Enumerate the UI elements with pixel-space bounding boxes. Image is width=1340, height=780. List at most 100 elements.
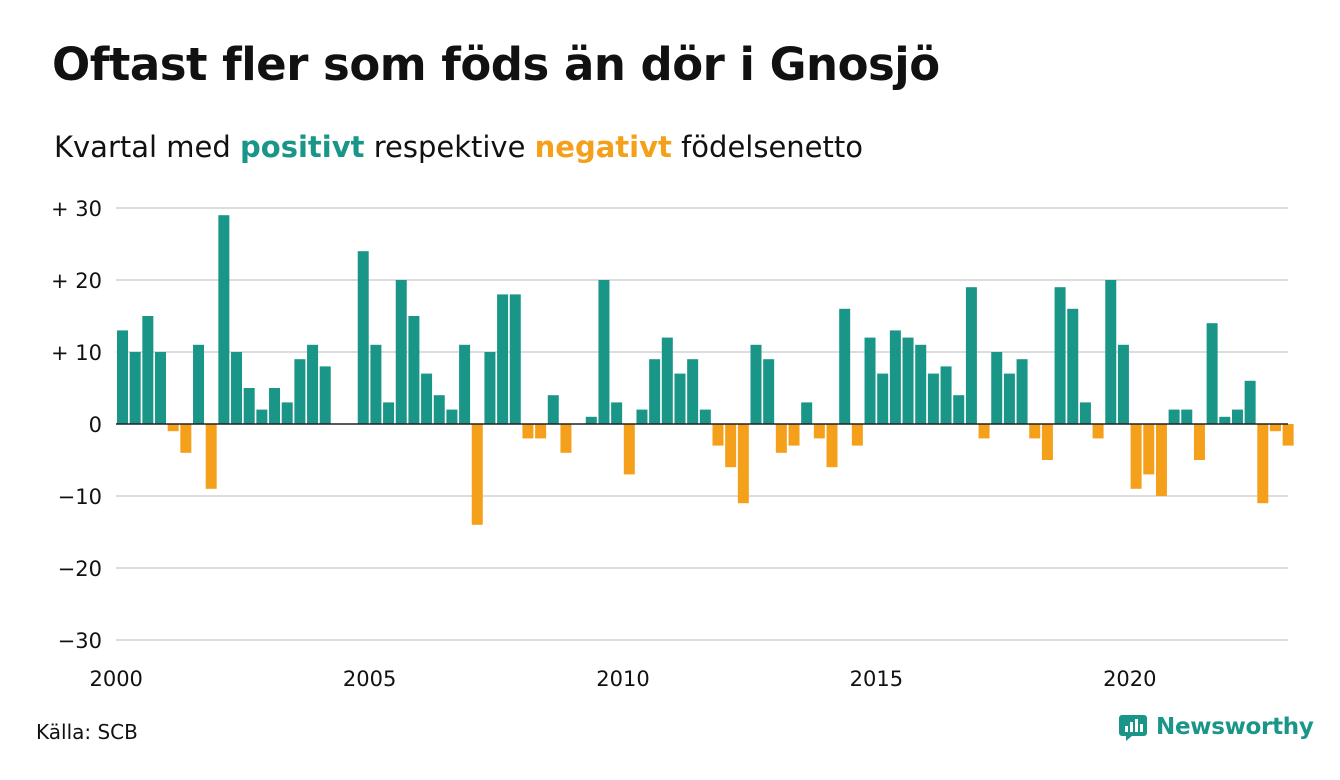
y-tick-label: 0	[89, 413, 102, 437]
bar-negative	[813, 424, 825, 439]
bar-positive	[839, 308, 851, 424]
bar-positive	[763, 359, 775, 424]
bar-positive	[1067, 308, 1079, 424]
bar-positive	[243, 388, 255, 424]
newsworthy-brand[interactable]: Newsworthy	[1118, 712, 1314, 742]
bar-positive	[1117, 344, 1129, 424]
bar-positive	[547, 395, 559, 424]
subtitle-negative-keyword: negativt	[534, 130, 672, 164]
bar-negative	[1092, 424, 1104, 439]
x-tick-label: 2000	[89, 667, 142, 691]
bar-negative	[471, 424, 483, 525]
bar-negative	[826, 424, 838, 468]
bar-positive	[877, 373, 889, 424]
bar-positive	[370, 344, 382, 424]
bar-positive	[484, 352, 496, 424]
bar-negative	[535, 424, 547, 439]
source-note: Källa: SCB	[36, 720, 138, 744]
bar-negative	[180, 424, 192, 453]
bar-positive	[1219, 416, 1231, 424]
bar-positive	[940, 366, 952, 424]
bar-positive	[269, 388, 281, 424]
bar-positive	[281, 402, 293, 424]
bar-negative	[978, 424, 990, 439]
bar-positive	[1168, 409, 1180, 424]
bar-negative	[725, 424, 737, 468]
bar-positive	[256, 409, 268, 424]
chart-title: Oftast fler som föds än dör i Gnosjö	[52, 38, 940, 91]
x-tick-label: 2015	[850, 667, 903, 691]
bar-positive	[1079, 402, 1091, 424]
x-tick-label: 2010	[596, 667, 649, 691]
bar-negative	[205, 424, 217, 489]
subtitle-middle: respektive	[364, 130, 535, 164]
bar-positive	[1231, 409, 1243, 424]
bar-positive	[1244, 380, 1256, 424]
y-tick-label: −20	[58, 557, 102, 581]
bar-positive	[218, 215, 230, 424]
bar-positive	[649, 359, 661, 424]
bar-negative	[167, 424, 179, 432]
y-tick-label: + 20	[51, 269, 102, 293]
bar-negative	[851, 424, 863, 446]
bar-negative	[712, 424, 724, 446]
bar-positive	[699, 409, 711, 424]
bars	[117, 215, 1294, 525]
bar-negative	[522, 424, 534, 439]
bar-positive	[307, 344, 319, 424]
bar-positive	[395, 280, 407, 424]
bar-positive	[674, 373, 686, 424]
subtitle-suffix: födelsenetto	[671, 130, 863, 164]
bar-positive	[1054, 287, 1066, 424]
bar-negative	[1041, 424, 1053, 460]
bar-positive	[231, 352, 243, 424]
bar-negative	[1269, 424, 1281, 432]
x-tick-label: 2020	[1103, 667, 1156, 691]
bar-positive	[408, 316, 420, 424]
y-tick-label: −10	[58, 485, 102, 509]
y-axis-tick-labels: + 30 + 20 + 10 0 −10 −20 −30	[51, 197, 102, 653]
bar-positive	[687, 359, 699, 424]
bar-positive	[446, 409, 458, 424]
bar-positive	[509, 294, 521, 424]
bar-positive	[142, 316, 154, 424]
bar-positive	[902, 337, 914, 424]
bar-positive	[1206, 323, 1218, 424]
bar-positive	[636, 409, 648, 424]
bar-negative	[1193, 424, 1205, 460]
bar-negative	[788, 424, 800, 446]
y-tick-label: −30	[58, 629, 102, 653]
subtitle-prefix: Kvartal med	[54, 130, 241, 164]
brand-name: Newsworthy	[1156, 714, 1314, 740]
bar-positive	[1016, 359, 1028, 424]
bar-positive	[421, 373, 433, 424]
bar-positive	[585, 416, 597, 424]
bar-positive	[193, 344, 205, 424]
bar-positive	[598, 280, 610, 424]
bar-positive	[611, 402, 623, 424]
y-tick-label: + 10	[51, 341, 102, 365]
bar-negative	[1282, 424, 1294, 446]
bar-positive	[801, 402, 813, 424]
y-tick-label: + 30	[51, 197, 102, 221]
bar-positive	[294, 359, 306, 424]
bar-positive	[889, 330, 901, 424]
newsworthy-logo-icon	[1119, 715, 1147, 741]
bar-positive	[965, 287, 977, 424]
subtitle-positive-keyword: positivt	[240, 130, 365, 164]
bar-positive	[319, 366, 331, 424]
bar-positive	[953, 395, 965, 424]
bar-negative	[623, 424, 635, 475]
bar-positive	[1181, 409, 1193, 424]
bar-positive	[117, 330, 128, 424]
bar-negative	[1155, 424, 1167, 496]
bar-positive	[155, 352, 167, 424]
x-tick-label: 2005	[343, 667, 396, 691]
bar-positive	[927, 373, 939, 424]
bar-positive	[383, 402, 395, 424]
bar-positive	[661, 337, 673, 424]
bar-positive	[433, 395, 445, 424]
chart-subtitle: Kvartal med positivt respektive negativt…	[54, 130, 863, 165]
bar-negative	[1130, 424, 1142, 489]
